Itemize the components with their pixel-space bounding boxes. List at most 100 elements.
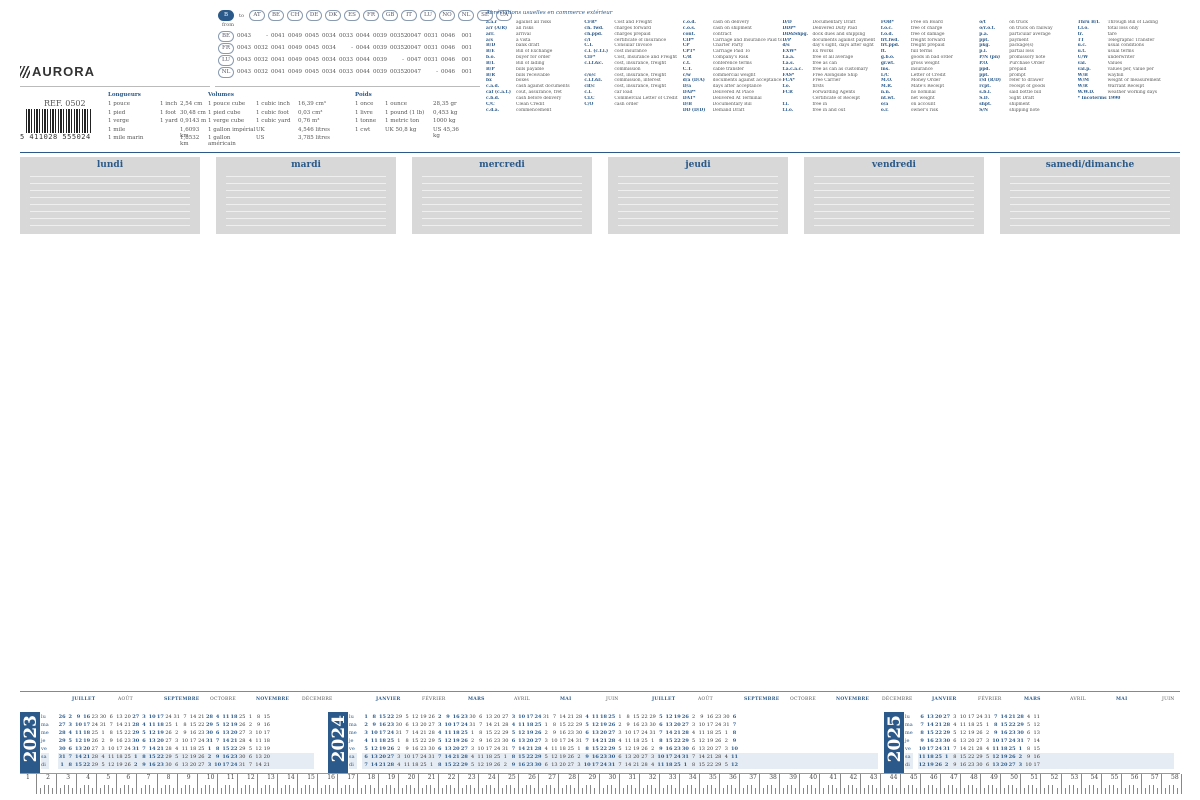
calendar-day: 26 — [1008, 754, 1016, 760]
calendar-day: 27 — [608, 730, 616, 736]
ruler-minor-tick — [702, 788, 704, 794]
calendar-day: 29 — [976, 754, 983, 760]
conversion-row: 1 cwt UK 50,8 kg US 45,36 kg — [355, 127, 465, 139]
calendar-day: 5 — [405, 714, 409, 720]
calendar-day: 5 — [101, 762, 105, 768]
abbreviation-meaning: contract — [712, 31, 732, 37]
calendar-day: 28 — [641, 762, 648, 768]
abbreviation-item: gr.wt. gross weight — [881, 61, 979, 67]
calendar-day: 6 — [109, 714, 113, 720]
calendar-day: 9 — [626, 722, 630, 728]
calendar-day: 29 — [534, 754, 542, 760]
month-label: DÉCEMBRE — [302, 697, 333, 702]
abbreviation-item: ins. insurance — [881, 67, 979, 73]
ruler-minor-tick — [923, 788, 925, 794]
abbreviation-item: W/B waybill — [1078, 73, 1176, 79]
abbreviation-code: gr.wt. — [880, 60, 895, 66]
ruler-minor-tick — [1036, 788, 1038, 794]
calendar-day: 30 — [428, 746, 435, 752]
ruler-minor-tick — [666, 785, 668, 794]
writing-line — [618, 211, 778, 212]
conversion-cell: 1 foot — [160, 109, 177, 116]
abbreviation-code: U/W — [1077, 55, 1089, 61]
ruler-minor-tick — [827, 785, 829, 794]
ruler-minor-tick — [1076, 788, 1078, 794]
country-row: NL 0043 0032 0041 0049 0045 0034 0033 0044 0039 00… — [218, 66, 478, 78]
year-label: 2024 — [329, 715, 349, 763]
ruler-minor-tick — [108, 785, 110, 794]
calendar-day: 25 — [641, 738, 648, 744]
month-label: MAI — [1116, 697, 1128, 702]
abbreviation-item: p.a. particular average — [979, 32, 1077, 38]
abbreviation-meaning: free in — [812, 101, 828, 107]
year-label: 2023 — [21, 715, 41, 763]
ruler-number: 9 — [186, 774, 191, 781]
calendar-day: 19 — [968, 730, 975, 736]
calendar-day: 9 — [700, 714, 704, 720]
calendar-day: 15 — [926, 730, 934, 736]
month-label: OCTOBRE — [210, 697, 236, 702]
abbreviation-item: nt.wt. net weight — [881, 96, 979, 102]
calendar-day: 31 — [984, 714, 991, 720]
conversion-cell: 0,453 kg — [433, 109, 458, 116]
month-label: FÉVRIER — [978, 697, 1002, 702]
calendar-day: 1 — [651, 738, 655, 744]
calendar-day: 9 — [552, 730, 556, 736]
calendar-day: 29 — [460, 762, 468, 768]
ruler-number: 29 — [588, 774, 597, 781]
abbreviation-code: S.D. — [979, 95, 989, 101]
ruler-tick — [236, 774, 238, 794]
month-label: JUILLET — [72, 697, 96, 702]
conversion-cell: 1 cubic foot — [256, 109, 289, 116]
day-label: mercredi — [479, 160, 525, 170]
abbreviation-meaning: Commercial Letter of Credit — [614, 95, 678, 101]
ruler-minor-tick — [1144, 788, 1146, 794]
calendar-day: 16 — [189, 730, 197, 736]
calendar-day: 27 — [387, 754, 395, 760]
calendar-day: 14 — [665, 730, 673, 736]
calendar-day: 31 — [99, 722, 107, 728]
calendar-day: 24 — [567, 738, 574, 744]
abbreviation-code: frt.fwd. — [880, 37, 899, 43]
calendar-day: 4 — [1026, 714, 1031, 720]
calendar-day: 12 — [477, 762, 484, 768]
conversion-cell: 1 pouce cube — [208, 101, 246, 107]
calendar-day: 20 — [452, 746, 460, 752]
calendar-day: 30 — [723, 714, 730, 720]
calendar-day: 29 — [575, 722, 583, 728]
writing-line — [1010, 211, 1170, 212]
calendar-day: 6 — [215, 730, 220, 736]
abbreviation-code: ppt. — [979, 72, 989, 78]
calendar-day: 21 — [493, 722, 501, 728]
calendar-day: 13 — [1033, 730, 1040, 736]
abbreviation-item: c/o/c cost, insurance, freight — [584, 73, 682, 79]
calendar-day: 11 — [370, 738, 378, 744]
abbreviation-item: ppd. prepaid — [979, 67, 1077, 73]
calendar-day: 12 — [181, 754, 189, 760]
calendar-day: 23 — [387, 722, 395, 728]
dial-code: 0047 — [407, 33, 421, 39]
calendar-day: 18 — [230, 714, 238, 720]
calendar-day: 5 — [142, 730, 146, 736]
calendar-day: 1 — [503, 754, 507, 760]
calendar-day: 25 — [534, 722, 542, 728]
calendar-day: 19 — [926, 762, 934, 768]
abbreviation-item: rcpt. receipt of goods — [979, 84, 1077, 90]
abbreviation-item: c.i. (c.f.i.) cost insurance — [584, 49, 682, 55]
abbreviation-code: c.i. (c.f.i.) — [584, 49, 609, 55]
calendar-day: 26 — [976, 730, 983, 736]
ruler-minor-tick — [642, 788, 644, 794]
ruler-tick — [919, 774, 921, 794]
abbreviation-code: o/a — [880, 101, 889, 107]
abbreviation-item: * Incoterms 1990 — [1078, 96, 1176, 102]
calendar-day: 13 — [412, 722, 419, 728]
ruler-minor-tick — [996, 788, 998, 794]
day-box-mercredi: mercredi — [412, 157, 592, 234]
abbreviation-item: ch. fwd. charges forward — [584, 26, 682, 32]
ruler-minor-tick — [871, 785, 873, 794]
ruler-minor-tick — [570, 785, 572, 794]
ruler-minor-tick — [1056, 788, 1058, 794]
abbreviation-code: DD (D/D) — [682, 107, 706, 113]
calendar-day: 1 — [724, 730, 728, 736]
ruler-minor-tick — [630, 785, 632, 794]
